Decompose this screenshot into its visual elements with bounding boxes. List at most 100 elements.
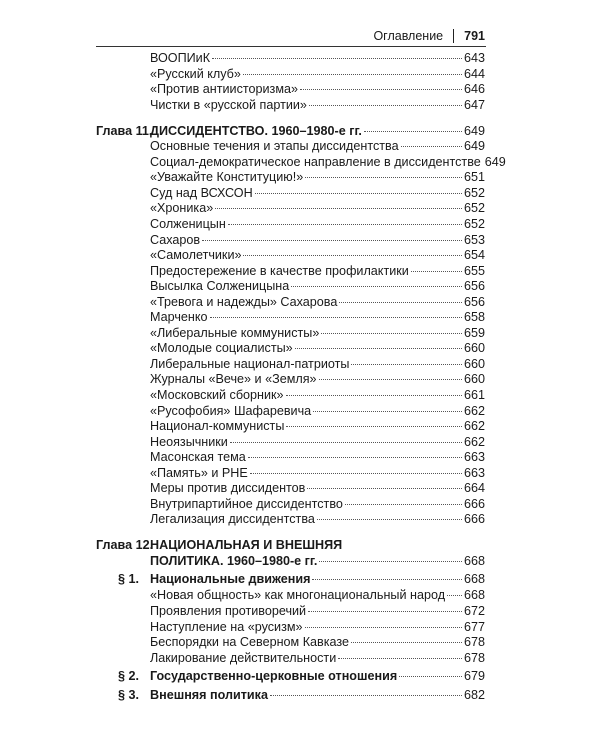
toc-entry[interactable]: Высылка Солженицына 656 bbox=[96, 278, 485, 294]
header-separator bbox=[453, 29, 455, 43]
toc-page-number: 682 bbox=[463, 687, 485, 702]
toc-entry[interactable]: ВООПИиК 643 bbox=[96, 50, 485, 66]
toc-entry-title: Основные течения и этапы диссидентства bbox=[150, 139, 399, 154]
dot-leader bbox=[242, 73, 462, 75]
toc-entry[interactable]: «Либеральные коммунисты» 659 bbox=[96, 325, 485, 341]
toc-entry[interactable]: «Хроника» 652 bbox=[96, 200, 485, 216]
dot-leader bbox=[229, 441, 462, 443]
toc-entry-title: НАЦИОНАЛЬНАЯ И ВНЕШНЯЯ bbox=[150, 538, 343, 553]
toc-entry[interactable]: Масонская тема 663 bbox=[96, 449, 485, 465]
toc-entry[interactable]: «Тревога и надежды» Сахарова 656 bbox=[96, 294, 485, 310]
toc-page-number: 654 bbox=[463, 248, 485, 263]
toc-entry[interactable]: «Русофобия» Шафаревича 662 bbox=[96, 403, 485, 419]
toc-entry[interactable]: Меры против диссидентов 664 bbox=[96, 480, 485, 496]
toc-page-number: 656 bbox=[463, 294, 485, 309]
toc-entry[interactable]: Предостережение в качестве профилактики 6… bbox=[96, 263, 485, 279]
dot-leader bbox=[313, 410, 462, 412]
toc-entry[interactable]: Легализация диссидентства 666 bbox=[96, 511, 485, 527]
toc-entry[interactable]: Марченко 658 bbox=[96, 309, 485, 325]
toc-entry[interactable]: «Московский сборник» 661 bbox=[96, 387, 485, 403]
dot-leader bbox=[321, 332, 462, 334]
toc-page-number: 672 bbox=[463, 603, 485, 618]
toc-page-number: 663 bbox=[463, 450, 485, 465]
toc-entry-title: ВООПИиК bbox=[150, 51, 211, 65]
toc-entry-title: Журналы «Вече» и «Земля» bbox=[150, 372, 317, 387]
toc-entry-title: Высылка Солженицына bbox=[150, 279, 290, 294]
toc-page-number: 649 bbox=[463, 123, 485, 138]
toc-entry-title: «Память» и РНЕ bbox=[150, 465, 248, 480]
toc-entry-title: «Русский клуб» bbox=[150, 66, 241, 81]
toc-entry[interactable]: § 3. Внешняя политика 682 bbox=[96, 687, 485, 703]
dot-leader bbox=[339, 301, 462, 303]
toc-entry[interactable]: «Молодые социалисты» 660 bbox=[96, 340, 485, 356]
toc-entry[interactable]: Национал-коммунисты 662 bbox=[96, 418, 485, 434]
toc-entry[interactable]: Внутрипартийное диссидентство 666 bbox=[96, 496, 485, 512]
dot-leader bbox=[344, 503, 462, 505]
toc-entry-title: Сахаров bbox=[150, 232, 201, 247]
toc-entry[interactable]: Лакирование действительности 678 bbox=[96, 650, 485, 666]
toc-entry[interactable]: Социал-демократическое направление в дис… bbox=[96, 154, 506, 170]
toc-entry[interactable]: Глава 11. ДИССИДЕНТСТВО. 1960–1980-е гг. 6… bbox=[96, 123, 485, 139]
dot-leader bbox=[269, 694, 462, 696]
toc-entry[interactable]: «Новая общность» как многонациональный н… bbox=[96, 587, 485, 603]
toc-page-number: 649 bbox=[463, 139, 485, 154]
dot-leader bbox=[285, 394, 462, 396]
toc-page-number: 652 bbox=[463, 185, 485, 200]
dot-leader bbox=[304, 626, 462, 628]
dot-leader bbox=[318, 378, 462, 381]
toc-entry-title: Внутрипартийное диссидентство bbox=[150, 496, 343, 511]
toc-entry[interactable]: «Уважайте Конституцию!» 651 bbox=[96, 169, 485, 185]
toc-page-number: 662 bbox=[463, 434, 485, 449]
toc-entry[interactable]: Либеральные национал-патриоты 660 bbox=[96, 356, 485, 372]
dot-leader bbox=[291, 285, 462, 288]
toc-entry[interactable]: Основные течения и этапы диссидентства 64… bbox=[96, 138, 485, 154]
toc-page-number: 659 bbox=[463, 325, 485, 340]
toc-page-number: 647 bbox=[463, 97, 485, 112]
dot-leader bbox=[308, 104, 462, 106]
section-number: § 3. bbox=[118, 687, 140, 702]
toc-entry[interactable]: Суд над ВСХСОН 652 bbox=[96, 185, 485, 201]
dot-leader bbox=[338, 657, 462, 659]
toc-entry[interactable]: § 1. Национальные движения 668 bbox=[96, 571, 485, 587]
toc-page-number: 660 bbox=[463, 372, 485, 387]
section-number: § 2. bbox=[118, 669, 140, 684]
dot-leader bbox=[312, 578, 462, 581]
toc-entry[interactable]: Сахаров 653 bbox=[96, 232, 485, 248]
toc-page-number: 662 bbox=[463, 403, 485, 418]
toc-entry[interactable]: «Русский клуб» 644 bbox=[96, 66, 485, 82]
toc-entry-title: «Новая общность» как многонациональный н… bbox=[150, 588, 446, 603]
toc-entry[interactable]: Проявления противоречий 672 bbox=[96, 603, 485, 619]
dot-leader bbox=[212, 57, 462, 59]
toc-entry[interactable]: «Самолетчики» 654 bbox=[96, 247, 485, 263]
toc-entry[interactable]: Неоязычники 662 bbox=[96, 434, 485, 450]
toc-page-number: 655 bbox=[463, 263, 485, 278]
toc-entry[interactable]: Беспорядки на Северном Кавказе 678 bbox=[96, 634, 485, 650]
dot-leader bbox=[286, 425, 462, 428]
toc-page-number: 668 bbox=[463, 572, 485, 587]
toc-entry[interactable]: Чистки в «русской партии» 647 bbox=[96, 97, 485, 113]
toc-entry-title: «Самолетчики» bbox=[150, 248, 242, 263]
toc-entry-title: Наступление на «русизм» bbox=[150, 619, 303, 634]
toc-entry[interactable]: Наступление на «русизм» 677 bbox=[96, 619, 485, 635]
toc-page-number: 652 bbox=[463, 216, 485, 231]
toc-entry-title: «Против антиисторизма» bbox=[150, 82, 298, 97]
dot-leader bbox=[316, 518, 462, 521]
toc-entry[interactable]: Журналы «Вече» и «Земля» 660 bbox=[96, 371, 485, 387]
toc-entry[interactable]: ПОЛИТИКА. 1960–1980-е гг. 668 bbox=[96, 553, 485, 569]
toc-page-number: 661 bbox=[463, 388, 485, 402]
header-page-number: 791 bbox=[464, 29, 485, 43]
toc-page-number: 662 bbox=[463, 419, 485, 434]
chapter-number: Глава 12. bbox=[96, 538, 154, 553]
toc-page-number: 660 bbox=[463, 356, 485, 371]
toc-entry[interactable]: Солженицын 652 bbox=[96, 216, 485, 232]
toc-entry[interactable]: Глава 12. НАЦИОНАЛЬНАЯ И ВНЕШНЯЯ bbox=[96, 537, 485, 553]
dot-leader bbox=[307, 487, 462, 490]
toc-page-number: 656 bbox=[463, 279, 485, 294]
toc-page-number: 643 bbox=[463, 51, 485, 65]
dot-leader bbox=[249, 472, 462, 474]
toc-entry[interactable]: «Память» и РНЕ 663 bbox=[96, 465, 485, 481]
toc-entry-title: Марченко bbox=[150, 310, 208, 325]
toc-entry[interactable]: § 2. Государственно-церковные отношения 67… bbox=[96, 668, 485, 684]
toc-entry[interactable]: «Против антиисторизма» 646 bbox=[96, 81, 485, 97]
toc-page-number: 678 bbox=[463, 650, 485, 665]
